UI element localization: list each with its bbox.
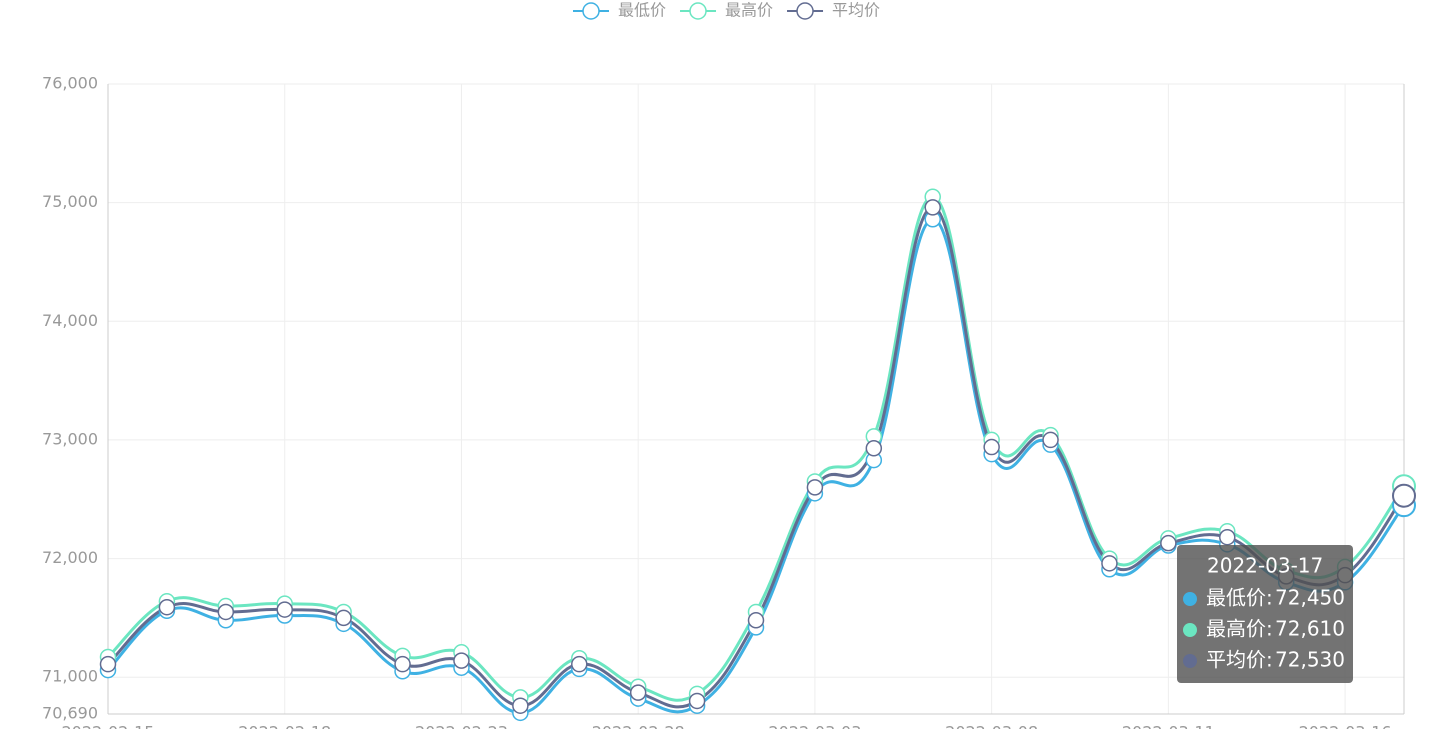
y-tick-label: 71,000 xyxy=(42,667,98,686)
tooltip-sep: : xyxy=(1266,586,1273,610)
tooltip-dot xyxy=(1183,592,1197,606)
data-point xyxy=(99,655,117,673)
data-point xyxy=(629,684,647,701)
tooltip-dot xyxy=(1183,623,1197,637)
legend-item[interactable]: 最低价 xyxy=(573,1,666,20)
legend-icon xyxy=(796,2,814,20)
data-point xyxy=(1392,483,1416,508)
y-tick-label: 70,690 xyxy=(42,704,98,723)
x-tick-label: 2022-03-11 xyxy=(1122,723,1215,729)
tooltip-value: 72,610 xyxy=(1275,617,1345,641)
x-tick-label: 2022-02-28 xyxy=(592,723,685,729)
tooltip-name: 最高价 xyxy=(1206,617,1266,641)
data-point xyxy=(1042,431,1059,449)
data-point xyxy=(924,199,941,216)
data-point xyxy=(747,612,765,629)
legend-label: 最低价 xyxy=(618,1,666,20)
tooltip-name: 最低价 xyxy=(1206,586,1266,610)
y-tick-label: 75,000 xyxy=(42,192,98,211)
data-point xyxy=(983,438,1000,456)
tooltip-value: 72,450 xyxy=(1275,586,1345,610)
legend-item[interactable]: 平均价 xyxy=(787,1,880,20)
y-tick-label: 74,000 xyxy=(42,311,98,330)
data-point xyxy=(806,479,824,496)
data-point xyxy=(865,439,883,457)
data-point xyxy=(453,652,470,669)
data-point xyxy=(512,697,529,714)
data-point xyxy=(571,655,588,673)
tooltip-title: 2022-03-17 xyxy=(1207,554,1323,578)
legend-label: 平均价 xyxy=(832,1,880,20)
tooltip-dot xyxy=(1183,654,1197,668)
x-tick-label: 2022-02-23 xyxy=(415,723,508,729)
tooltip-box xyxy=(1177,545,1353,683)
data-point xyxy=(394,655,411,673)
data-point xyxy=(688,692,706,710)
data-point xyxy=(335,609,352,627)
legend-icon xyxy=(689,2,707,20)
legend-icon xyxy=(582,2,600,20)
data-point xyxy=(1101,555,1118,572)
x-tick-label: 2022-02-15 xyxy=(62,723,155,729)
legend-label: 最高价 xyxy=(725,1,773,20)
x-tick-label: 2022-02-18 xyxy=(238,723,331,729)
legend-item[interactable]: 最高价 xyxy=(680,1,773,20)
y-tick-label: 72,000 xyxy=(42,548,98,567)
data-point xyxy=(217,603,235,621)
y-tick-label: 73,000 xyxy=(42,429,98,448)
x-tick-label: 2022-03-16 xyxy=(1299,723,1392,729)
data-point xyxy=(158,598,176,616)
tooltip-sep: : xyxy=(1266,648,1273,672)
x-tick-label: 2022-03-08 xyxy=(945,723,1038,729)
legend: 最低价 最高价 平均价 xyxy=(573,1,880,20)
data-point xyxy=(1219,528,1236,546)
y-tick-label: 76,000 xyxy=(42,74,98,93)
tooltip-sep: : xyxy=(1266,617,1273,641)
data-point xyxy=(1160,534,1177,552)
data-point xyxy=(276,601,293,618)
tooltip-value: 72,530 xyxy=(1275,648,1345,672)
x-tick-label: 2022-03-03 xyxy=(768,723,861,729)
tooltip-name: 平均价 xyxy=(1206,648,1266,672)
